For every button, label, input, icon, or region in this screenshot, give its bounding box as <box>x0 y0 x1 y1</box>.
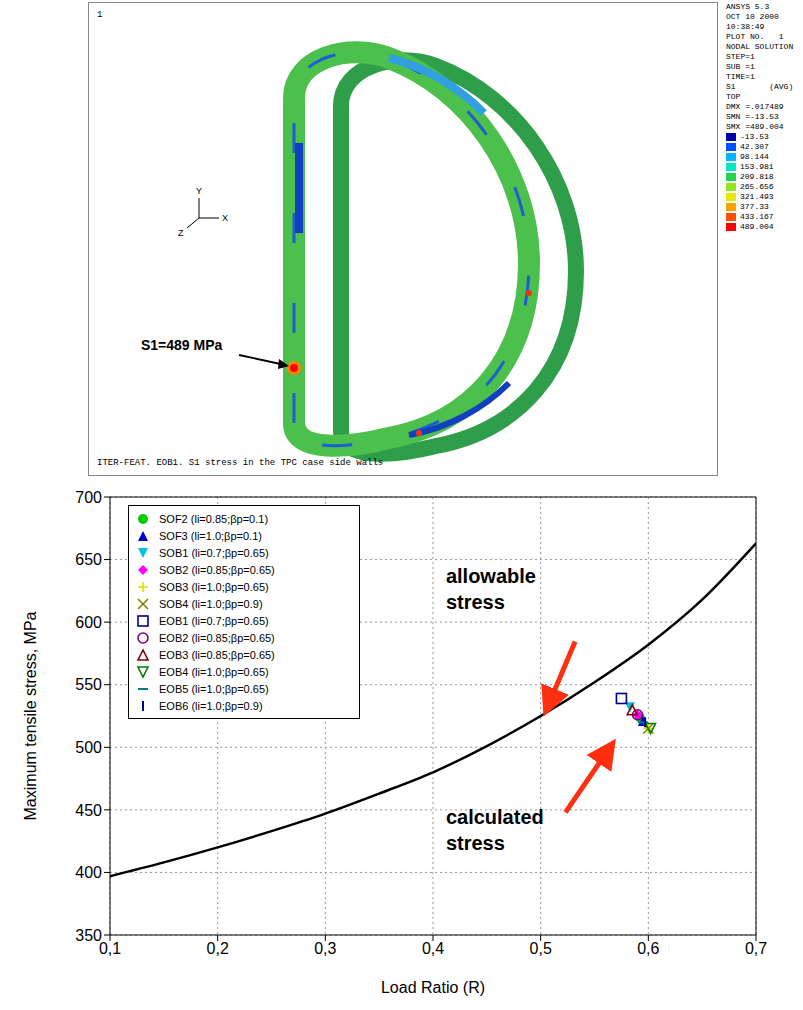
html-text:TOP: TOP <box>726 92 741 101</box>
svg-text:Maximum tensile stress, MPa: Maximum tensile stress, MPa <box>22 611 39 820</box>
html-text:321.493: 321.493 <box>740 192 774 201</box>
svg-text:0,2: 0,2 <box>207 940 229 957</box>
html-text:allowable stress: allowable stress <box>445 564 536 613</box>
svg-text:ITER-FEAT. EOB1. S1 stress in: ITER-FEAT. EOB1. S1 stress in the TPC ca… <box>97 458 383 468</box>
html-text:ANSYS 5.3: ANSYS 5.3 <box>726 2 770 11</box>
html-text:EOB3 (li=0.85;βp=0.65): EOB3 (li=0.85;βp=0.65) <box>159 648 275 661</box>
html-text:SOB3 (li=1.0;βp=0.65): SOB3 (li=1.0;βp=0.65) <box>159 580 269 593</box>
html-text:SOF3 (li=1.0;βp=0.1): SOF3 (li=1.0;βp=0.1) <box>159 529 262 542</box>
html-text:EOB2 (li=0.85;βp=0.65): EOB2 (li=0.85;βp=0.65) <box>159 631 275 644</box>
html-text:TIME=1: TIME=1 <box>726 72 755 81</box>
svg-text:450: 450 <box>75 802 102 819</box>
html-text:EOB6 (li=1.0;βp=0.9): EOB6 (li=1.0;βp=0.9) <box>159 699 263 712</box>
html-text:EOB5 (li=1.0;βp=0.65): EOB5 (li=1.0;βp=0.65) <box>159 682 269 695</box>
html-text:10:38:49: 10:38:49 <box>726 22 765 31</box>
html-text:PLOT NO. 1: PLOT NO. 1 <box>726 32 784 41</box>
html-text:42.307: 42.307 <box>740 142 769 151</box>
html-text:153.981: 153.981 <box>740 162 774 171</box>
svg-text:0,1: 0,1 <box>99 940 121 957</box>
svg-text:550: 550 <box>75 676 102 693</box>
html-text:SOB1 (li=0.7;βp=0.65): SOB1 (li=0.7;βp=0.65) <box>159 546 269 559</box>
html-text:265.656: 265.656 <box>740 182 774 191</box>
svg-text:Y: Y <box>196 186 202 196</box>
html-text:EOB1 (li=0.7;βp=0.65): EOB1 (li=0.7;βp=0.65) <box>159 614 269 627</box>
html-text:98.144: 98.144 <box>740 152 769 161</box>
html-text:DMX =.017489: DMX =.017489 <box>726 102 784 111</box>
html-text:STEP=1: STEP=1 <box>726 52 755 61</box>
svg-text:400: 400 <box>75 864 102 881</box>
html-text:OCT 10 2000: OCT 10 2000 <box>726 12 779 21</box>
svg-text:0,7: 0,7 <box>745 940 767 957</box>
html-text:EOB4 (li=1.0;βp=0.65): EOB4 (li=1.0;βp=0.65) <box>159 665 269 678</box>
html-text:SMN =-13.53: SMN =-13.53 <box>726 112 779 121</box>
html-text:SUB =1: SUB =1 <box>726 62 755 71</box>
html-text:NODAL SOLUTION: NODAL SOLUTION <box>726 42 794 51</box>
svg-text:Z: Z <box>178 228 184 238</box>
html-text:489.004: 489.004 <box>740 222 774 231</box>
svg-text:0,6: 0,6 <box>637 940 659 957</box>
svg-text:1: 1 <box>97 10 102 20</box>
svg-text:600: 600 <box>75 614 102 631</box>
svg-text:500: 500 <box>75 739 102 756</box>
svg-text:0,4: 0,4 <box>422 940 444 957</box>
svg-text:S1=489 MPa: S1=489 MPa <box>141 337 223 353</box>
svg-text:650: 650 <box>75 551 102 568</box>
svg-text:Load Ratio (R): Load Ratio (R) <box>381 979 485 996</box>
svg-text:0,5: 0,5 <box>530 940 552 957</box>
html-text:433.167: 433.167 <box>740 212 774 221</box>
html-text:S1 (AVG): S1 (AVG) <box>726 82 794 91</box>
html-text:SOB2 (li=0.85;βp=0.65): SOB2 (li=0.85;βp=0.65) <box>159 563 275 576</box>
html-text:377.33: 377.33 <box>740 202 769 211</box>
html-text:calculated stress: calculated stress <box>445 805 544 854</box>
html-text:SMX =489.004: SMX =489.004 <box>726 122 784 131</box>
html-text:SOB4 (li=1.0;βp=0.9): SOB4 (li=1.0;βp=0.9) <box>159 597 263 610</box>
svg-text:X: X <box>222 213 228 223</box>
html-text:209.818: 209.818 <box>740 172 774 181</box>
html-text:-13.53: -13.53 <box>740 132 769 141</box>
svg-text:700: 700 <box>75 489 102 506</box>
svg-text:350: 350 <box>75 927 102 944</box>
html-text:SOF2 (li=0.85;βp=0.1): SOF2 (li=0.85;βp=0.1) <box>159 512 269 525</box>
svg-text:0,3: 0,3 <box>314 940 336 957</box>
